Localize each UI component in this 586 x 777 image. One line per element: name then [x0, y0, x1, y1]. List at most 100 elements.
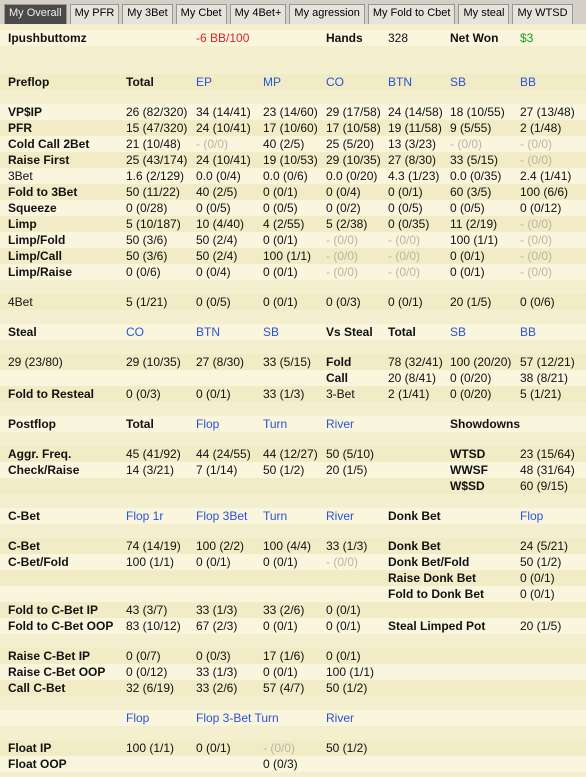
- stat-cell: 24 (14/58): [388, 105, 443, 119]
- stat-cell: 33 (2/6): [196, 681, 238, 695]
- stat-cell: - (0/0): [263, 741, 296, 755]
- row-label: 4Bet: [8, 295, 33, 309]
- tab[interactable]: My Cbet: [175, 4, 227, 24]
- stat-cell: 100 (1/1): [126, 741, 175, 755]
- stats-row: Fold to Donk Bet 0 (0/1): [0, 586, 586, 602]
- stat-cell: 33 (1/3): [326, 539, 368, 553]
- stat-cell: 0 (0/20): [450, 371, 492, 385]
- stat-cell: 5 (1/21): [126, 295, 168, 309]
- stat-cell: Call: [326, 371, 349, 385]
- stat-cell: 27 (8/30): [196, 355, 245, 369]
- stat-cell: 0 (0/3): [196, 649, 231, 663]
- stat-cell: 0 (0/7): [126, 649, 161, 663]
- stat-cell: 9 (5/55): [450, 121, 492, 135]
- stats-row: Flop Flop 3-Bet Turn River: [0, 710, 586, 726]
- row-label: Postflop: [8, 417, 56, 431]
- stat-cell: 7 (1/14): [196, 463, 238, 477]
- stat-cell: Vs Steal: [326, 325, 373, 339]
- stat-cell: 29 (10/35): [326, 153, 381, 167]
- stat-cell: 0 (0/3): [326, 295, 361, 309]
- stat-cell: 17 (10/58): [326, 121, 381, 135]
- stat-cell: 0 (0/20): [450, 387, 492, 401]
- stat-cell: 0 (0/1): [263, 555, 298, 569]
- stat-cell: 1.6 (2/129): [126, 169, 185, 183]
- stat-cell: Total: [126, 417, 154, 431]
- stat-cell: 50 (3/6): [126, 249, 168, 263]
- stat-cell: - (0/0): [450, 137, 483, 151]
- row-label: C-Bet: [8, 509, 40, 523]
- stat-cell: 0 (0/1): [326, 603, 361, 617]
- tab[interactable]: My Fold to Cbet: [367, 4, 456, 24]
- stats-row: Limp 5 (10/187) 10 (4/40) 4 (2/55) 5 (2/38) 0…: [0, 216, 586, 232]
- stats-row: Ipushbuttomz -6 BB/100 Hands 328 Net Won $3: [0, 30, 586, 46]
- stat-cell: 328: [388, 31, 409, 45]
- stat-cell: 38 (8/21): [520, 371, 569, 385]
- tab[interactable]: My PFR: [69, 4, 120, 24]
- stats-row: C-Bet/Fold 100 (1/1) 0 (0/1) 0 (0/1) - (0/0)…: [0, 554, 586, 570]
- stat-cell: 0 (0/12): [520, 201, 562, 215]
- row-label: Raise C-Bet OOP: [8, 665, 106, 679]
- stat-cell: 5 (10/187): [126, 217, 181, 231]
- row-label: Fold to 3Bet: [8, 185, 78, 199]
- tab[interactable]: My agression: [289, 4, 365, 24]
- stat-cell: - (0/0): [388, 233, 421, 247]
- stat-cell: 20 (1/5): [450, 295, 492, 309]
- tab[interactable]: My Overall: [4, 4, 67, 24]
- stats-row: Cold Call 2Bet 21 (10/48) - (0/0) 40 (2/5) 2…: [0, 136, 586, 152]
- stat-cell: Flop: [196, 417, 220, 431]
- stat-cell: - (0/0): [388, 265, 421, 279]
- stat-cell: 0 (0/3): [263, 757, 298, 771]
- stat-cell: 0 (0/6): [126, 265, 161, 279]
- tab[interactable]: My 4Bet+: [229, 4, 287, 24]
- tab[interactable]: My steal: [458, 4, 510, 24]
- stat-cell: 33 (1/3): [196, 665, 238, 679]
- stat-cell: 0 (0/28): [126, 201, 168, 215]
- row-label: Ipushbuttomz: [8, 31, 87, 45]
- stats-row: C-Bet Flop 1r Flop 3Bet Turn River Donk Bet Fl…: [0, 508, 586, 524]
- stat-cell: 40 (2/5): [196, 185, 238, 199]
- row-label: C-Bet: [8, 539, 40, 553]
- stat-cell: Flop: [126, 711, 150, 725]
- stat-cell: WWSF: [450, 463, 488, 477]
- stat-cell: 21 (10/48): [126, 137, 181, 151]
- stats-row: C-Bet 74 (14/19) 100 (2/2) 100 (4/4) 33 (1/3…: [0, 538, 586, 554]
- stat-cell: 100 (1/1): [450, 233, 499, 247]
- stat-cell: 24 (10/41): [196, 121, 251, 135]
- stat-cell: 44 (12/27): [263, 447, 318, 461]
- tab[interactable]: My WTSD: [512, 4, 573, 24]
- row-label: Fold to Resteal: [8, 387, 95, 401]
- stats-row: Steal CO BTN SB Vs Steal Total SB BB: [0, 324, 586, 340]
- tab[interactable]: My 3Bet: [122, 4, 173, 24]
- stat-cell: 32 (6/19): [126, 681, 175, 695]
- stat-cell: Turn: [263, 509, 288, 523]
- stat-cell: 78 (32/41): [388, 355, 443, 369]
- stat-cell: 100 (1/1): [326, 665, 375, 679]
- stat-cell: 60 (3/5): [450, 185, 492, 199]
- stat-cell: 44 (24/55): [196, 447, 251, 461]
- stat-cell: 11 (2/19): [450, 217, 498, 231]
- stat-cell: BTN: [196, 325, 220, 339]
- stat-cell: 50 (1/2): [326, 741, 368, 755]
- stat-cell: 40 (2/5): [263, 137, 305, 151]
- stat-cell: 19 (11/58): [388, 121, 442, 135]
- stat-cell: WTSD: [450, 447, 486, 461]
- stat-cell: MP: [263, 75, 281, 89]
- stats-row: Raise Donk Bet 0 (0/1): [0, 570, 586, 586]
- row-label: Float OOP: [8, 757, 67, 771]
- stat-cell: Net Won: [450, 31, 499, 45]
- stat-cell: BB: [520, 325, 537, 339]
- stat-cell: 50 (1/2): [326, 681, 368, 695]
- stat-cell: CO: [326, 75, 344, 89]
- stats-row: Aggr. Freq. 45 (41/92) 44 (24/55) 44 (12/27…: [0, 446, 586, 462]
- stat-cell: 0 (0/1): [450, 249, 485, 263]
- stat-cell: 83 (10/12): [126, 619, 181, 633]
- stat-cell: EP: [196, 75, 213, 89]
- stat-cell: 26 (82/320): [126, 105, 188, 119]
- row-label: Limp/Raise: [8, 265, 73, 279]
- row-label: Raise C-Bet IP: [8, 649, 91, 663]
- stat-cell: 100 (1/1): [263, 249, 312, 263]
- stat-cell: 0 (0/1): [196, 387, 231, 401]
- stat-cell: 20 (8/41): [388, 371, 437, 385]
- stat-cell: 0 (0/35): [388, 217, 430, 231]
- stat-cell: Turn: [263, 417, 288, 431]
